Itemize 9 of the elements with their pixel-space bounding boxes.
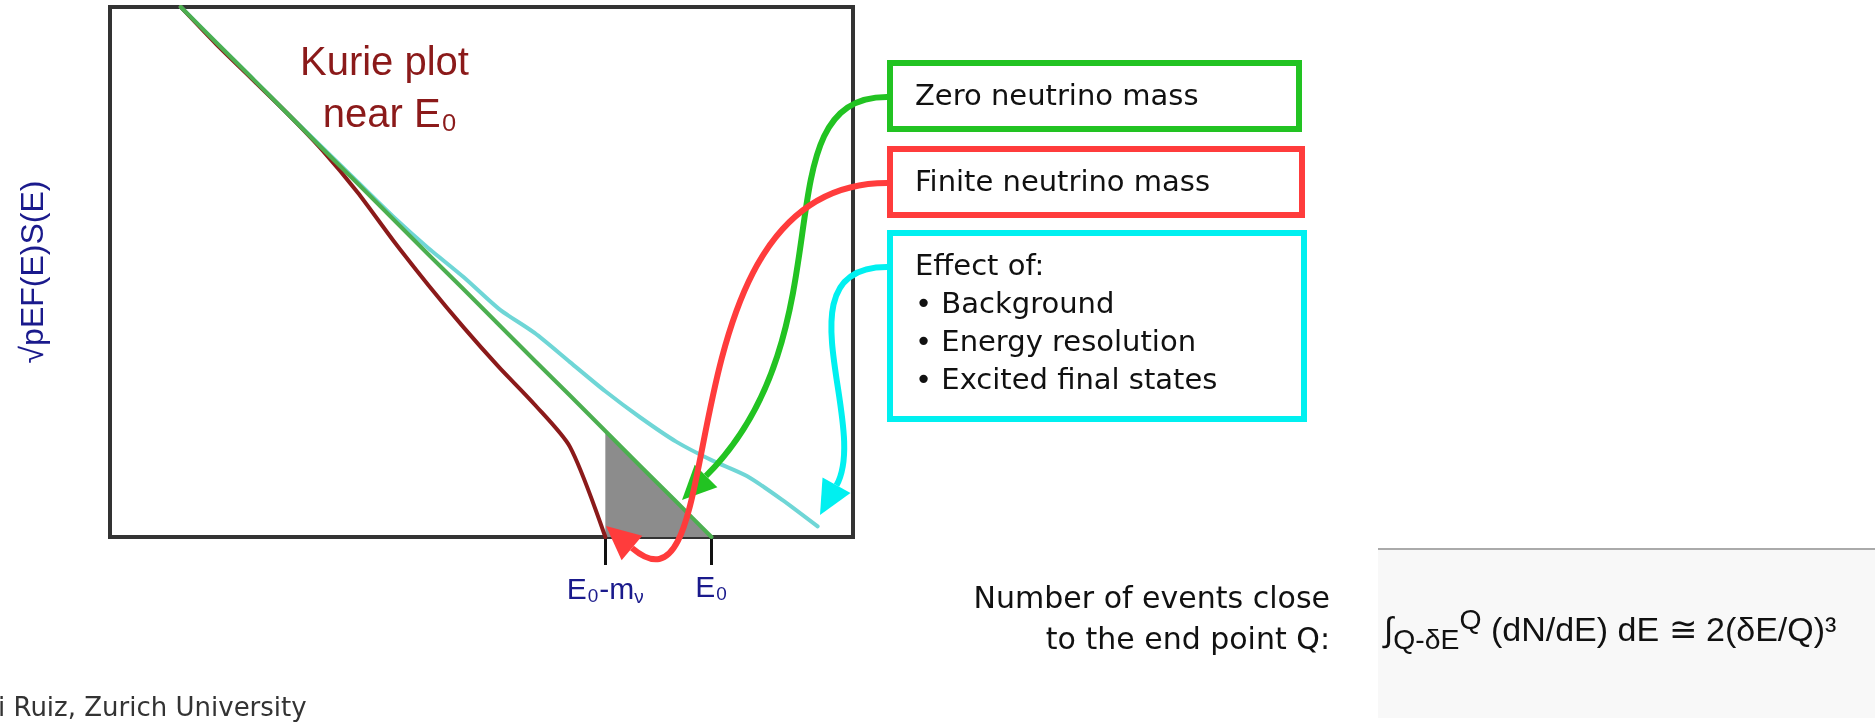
text: Kurie plot near E₀	[299, 39, 481, 135]
text: Effect of: • Background • Energy resolution • Excited final states	[887, 230, 1307, 422]
y-axis-title: √pEF(E)S(E)	[14, 180, 50, 364]
text: Number of events close to the end point Q:	[972, 579, 1330, 658]
text: i Ruiz, Zurich University	[0, 691, 308, 724]
text: Finite neutrino mass	[887, 146, 1305, 218]
x-tick-label: E₀	[695, 569, 728, 603]
text: Zero neutrino mass	[887, 60, 1302, 132]
text: ∫$_{Q-δE}$$^{Q}$ (dN/dE) dE ≅ 2(δE/Q)³	[1378, 548, 1875, 719]
